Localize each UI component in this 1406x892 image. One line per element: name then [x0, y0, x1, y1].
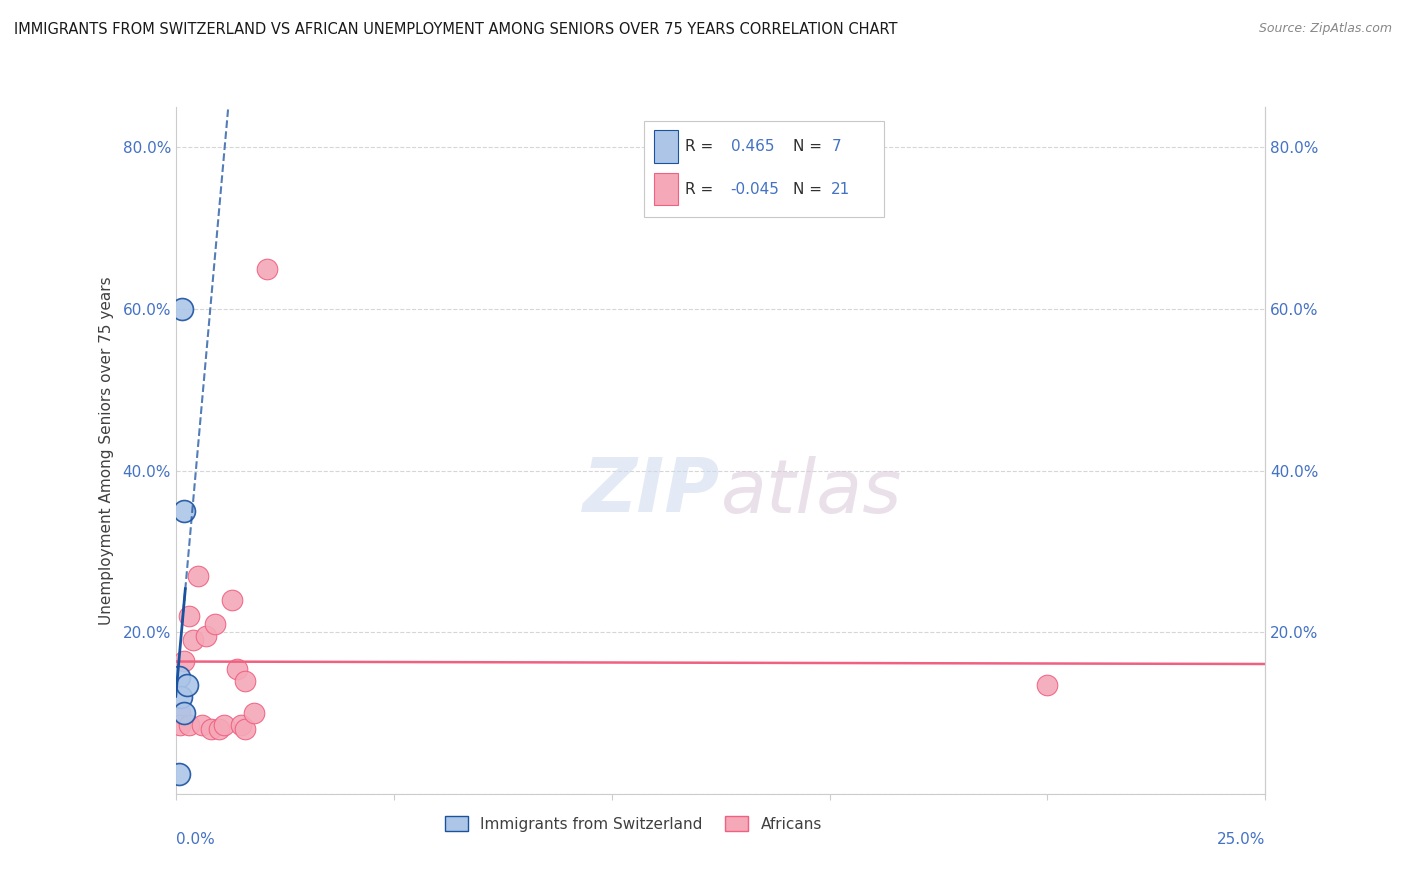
Point [176, 678, 198, 692]
Point [231, 718, 253, 732]
Point [243, 706, 266, 720]
Point [235, 723, 257, 737]
Point [177, 718, 200, 732]
FancyBboxPatch shape [654, 130, 678, 163]
Text: atlas: atlas [721, 456, 903, 528]
Text: N =: N = [793, 182, 823, 196]
Text: R =: R = [685, 139, 713, 154]
Point [208, 723, 231, 737]
Point [191, 718, 214, 732]
Text: Source: ZipAtlas.com: Source: ZipAtlas.com [1258, 22, 1392, 36]
Text: IMMIGRANTS FROM SWITZERLAND VS AFRICAN UNEMPLOYMENT AMONG SENIORS OVER 75 YEARS : IMMIGRANTS FROM SWITZERLAND VS AFRICAN U… [14, 22, 897, 37]
Point [235, 673, 257, 688]
Text: N =: N = [793, 139, 823, 154]
Text: 25.0%: 25.0% [1218, 831, 1265, 847]
Point [181, 633, 204, 648]
Point [170, 690, 193, 704]
Point [225, 662, 247, 676]
Y-axis label: Unemployment Among Seniors over 75 years: Unemployment Among Seniors over 75 years [98, 277, 114, 624]
Text: 21: 21 [831, 182, 851, 196]
Point [173, 504, 195, 518]
Text: 7: 7 [831, 139, 841, 154]
Point [200, 723, 222, 737]
Legend: Immigrants from Switzerland, Africans: Immigrants from Switzerland, Africans [439, 810, 828, 838]
Text: -0.045: -0.045 [731, 182, 779, 196]
Text: 0.0%: 0.0% [176, 831, 215, 847]
Text: R =: R = [685, 182, 713, 196]
Text: ZIP: ZIP [583, 455, 721, 528]
Point [177, 609, 200, 624]
Point [169, 718, 191, 732]
Point [1036, 678, 1059, 692]
Point [204, 617, 226, 632]
Point [172, 301, 194, 316]
Point [167, 766, 190, 780]
FancyBboxPatch shape [654, 173, 678, 205]
Point [221, 593, 243, 607]
Text: 0.465: 0.465 [731, 139, 775, 154]
Point [186, 568, 209, 582]
Point [173, 706, 195, 720]
Point [169, 706, 191, 720]
Point [212, 718, 235, 732]
Point [167, 670, 190, 684]
Point [256, 261, 278, 276]
Point [195, 629, 218, 643]
Point [173, 654, 195, 668]
FancyBboxPatch shape [644, 120, 884, 217]
